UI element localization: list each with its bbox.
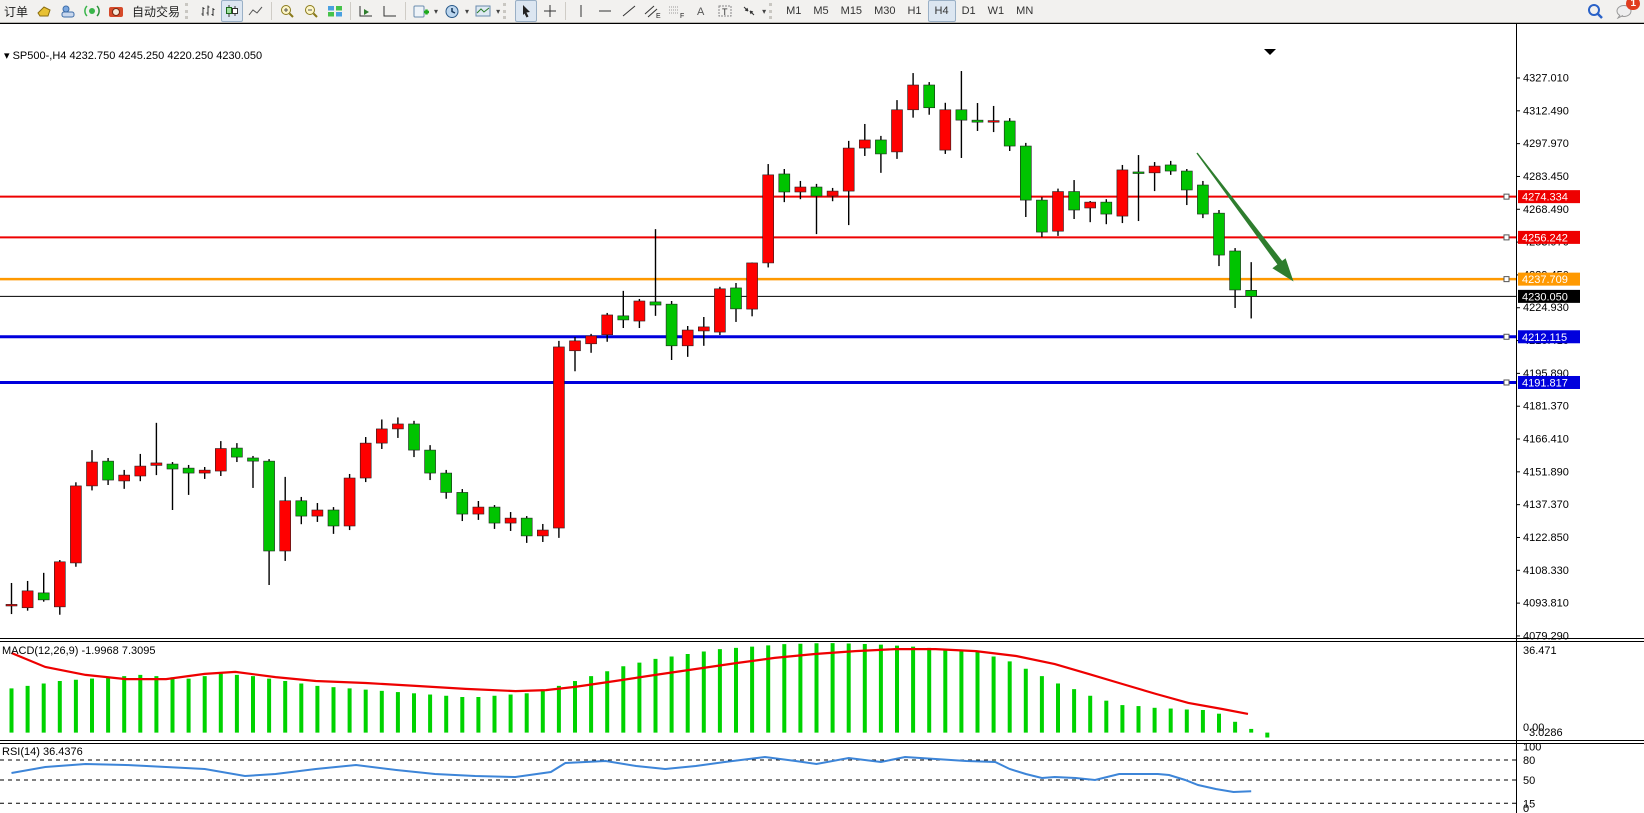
notification-badge: 1 (1626, 0, 1640, 10)
search-icon[interactable] (1584, 0, 1606, 22)
cursor-icon[interactable] (515, 0, 538, 22)
crosshair-icon[interactable] (539, 0, 561, 22)
candlestick-chart-icon[interactable] (221, 0, 244, 22)
price-tick: 4093.810 (1523, 598, 1569, 610)
macd-axis-max: 36.471 (1523, 645, 1557, 657)
chevron-down-icon[interactable]: ▾ (465, 6, 470, 16)
toolbar-grip (503, 3, 513, 19)
autotrade-icon[interactable] (105, 0, 127, 22)
svg-text:4274.334: 4274.334 (1522, 192, 1568, 204)
svg-text:F: F (680, 13, 684, 19)
rsi-axis-level: 15 (1523, 798, 1535, 810)
notifications-icon[interactable]: 1 (1613, 0, 1640, 22)
timeframe-W1[interactable]: W1 (987, 5, 1005, 17)
line-price-tag: 4237.709 (1518, 272, 1580, 286)
zoom-out-icon[interactable] (300, 0, 322, 22)
price-tick: 4268.490 (1523, 204, 1569, 216)
shift-marker[interactable] (1264, 49, 1276, 55)
community-icon[interactable] (57, 0, 79, 22)
text-icon[interactable]: A (690, 0, 712, 22)
rsi-indicator (0, 755, 1516, 804)
svg-text:4237.709: 4237.709 (1522, 274, 1568, 286)
price-tick: 4181.370 (1523, 401, 1569, 413)
price-tick: 4224.930 (1523, 302, 1569, 314)
timeframe-D1[interactable]: D1 (961, 5, 976, 17)
rsi-label: RSI(14) 36.4376 (2, 746, 83, 758)
svg-text:4212.115: 4212.115 (1522, 332, 1567, 344)
price-tick: 4108.330 (1523, 565, 1569, 577)
rsi-axis-level: 0 (1523, 803, 1529, 813)
trend-arrow-annotation[interactable] (1196, 152, 1294, 282)
new-chart-icon[interactable] (410, 0, 432, 22)
timeframe-bar: M1 M5 M15 M30 H1 H4 D1 W1 MN (780, 0, 1039, 22)
timeframe-MN[interactable]: MN (1016, 5, 1034, 17)
signals-icon[interactable] (81, 0, 103, 22)
chart-title: ▾ SP500-,H4 4232.750 4245.250 4220.250 4… (2, 50, 262, 758)
toolbar: 订单 自动交易 ▾ ▾ ▾ E (0, 0, 1644, 23)
timeframe-M5[interactable]: M5 (813, 5, 829, 17)
svg-text:A: A (697, 6, 705, 18)
price-tick: 4312.490 (1523, 105, 1569, 117)
svg-text:E: E (656, 13, 661, 19)
price-tick: 4297.970 (1523, 138, 1569, 150)
tile-windows-icon[interactable] (324, 0, 346, 22)
periods-icon[interactable] (441, 0, 463, 22)
bar-chart-icon[interactable] (197, 0, 219, 22)
timeframe-H1[interactable]: H1 (907, 5, 922, 17)
line-price-tag: 4274.334 (1518, 190, 1580, 204)
price-tick: 4166.410 (1523, 434, 1569, 446)
trendline-icon[interactable] (618, 0, 640, 22)
chart-window[interactable]: 4327.010 4312.490 4297.970 4283.450 4268.490… (0, 23, 1644, 813)
chart-shift-icon[interactable] (355, 0, 377, 22)
equidistant-channel-icon[interactable]: E (642, 0, 664, 22)
price-chart[interactable]: 4327.010 4312.490 4297.970 4283.450 4268.490… (0, 23, 1644, 813)
timeframe-M1[interactable]: M1 (786, 5, 802, 17)
candlestick-series[interactable] (5, 71, 1257, 615)
svg-text:4191.817: 4191.817 (1522, 377, 1568, 389)
orders-button[interactable]: 订单 (4, 4, 29, 19)
timeframe-H4[interactable]: H4 (927, 0, 956, 22)
price-tick: 4151.890 (1523, 466, 1569, 478)
chevron-down-icon[interactable]: ▾ (762, 6, 767, 16)
vertical-line-icon[interactable] (570, 0, 592, 22)
timeframe-M30[interactable]: M30 (874, 5, 896, 17)
horizontal-line-icon[interactable] (594, 0, 616, 22)
chevron-down-icon[interactable]: ▾ (496, 6, 501, 16)
auto-scroll-icon[interactable] (379, 0, 401, 22)
autotrade-button[interactable]: 自动交易 (132, 4, 181, 19)
svg-text:4256.242: 4256.242 (1522, 232, 1568, 244)
macd-axis-min: 3.0286 (1529, 727, 1563, 739)
text-label-icon[interactable]: T (714, 0, 736, 22)
price-axis[interactable]: 4327.010 4312.490 4297.970 4283.450 4268.490… (1516, 23, 1580, 813)
svg-text:▾ SP500-,H4 4232.750 4245.250: ▾ SP500-,H4 4232.750 4245.250 4220.250 4… (4, 50, 262, 62)
macd-label: MACD(12,26,9) -1.9968 7.3095 (2, 645, 155, 657)
svg-text:4230.050: 4230.050 (1522, 291, 1568, 303)
price-tick: 4079.290 (1523, 630, 1569, 642)
price-tick: 4122.850 (1523, 532, 1569, 544)
line-price-tag: 4191.817 (1518, 375, 1580, 389)
toolbar-grip (185, 3, 195, 19)
history-icon[interactable] (33, 0, 55, 22)
line-price-tag: 4256.242 (1518, 230, 1580, 244)
toolbar-grip (769, 3, 779, 19)
rsi-axis-level: 100 (1523, 742, 1541, 754)
current-price-tag: 4230.050 (1518, 289, 1580, 303)
price-tick: 4283.450 (1523, 171, 1569, 183)
chevron-down-icon[interactable]: ▾ (434, 6, 439, 16)
price-tick: 4137.370 (1523, 499, 1569, 511)
price-tick: 4327.010 (1523, 73, 1569, 85)
macd-axis-zero: 0.00 (1523, 722, 1544, 734)
arrow-objects-icon[interactable] (738, 0, 760, 22)
fibonacci-icon[interactable]: F (666, 0, 688, 22)
rsi-axis-level: 80 (1523, 755, 1535, 767)
timeframe-M15[interactable]: M15 (840, 5, 863, 17)
line-price-tag: 4212.115 (1518, 330, 1580, 344)
line-chart-icon[interactable] (245, 0, 267, 22)
macd-indicator (9, 643, 1270, 738)
svg-text:T: T (722, 7, 728, 17)
templates-icon[interactable] (472, 0, 494, 22)
zoom-in-icon[interactable] (276, 0, 298, 22)
rsi-axis-level: 50 (1523, 775, 1535, 787)
